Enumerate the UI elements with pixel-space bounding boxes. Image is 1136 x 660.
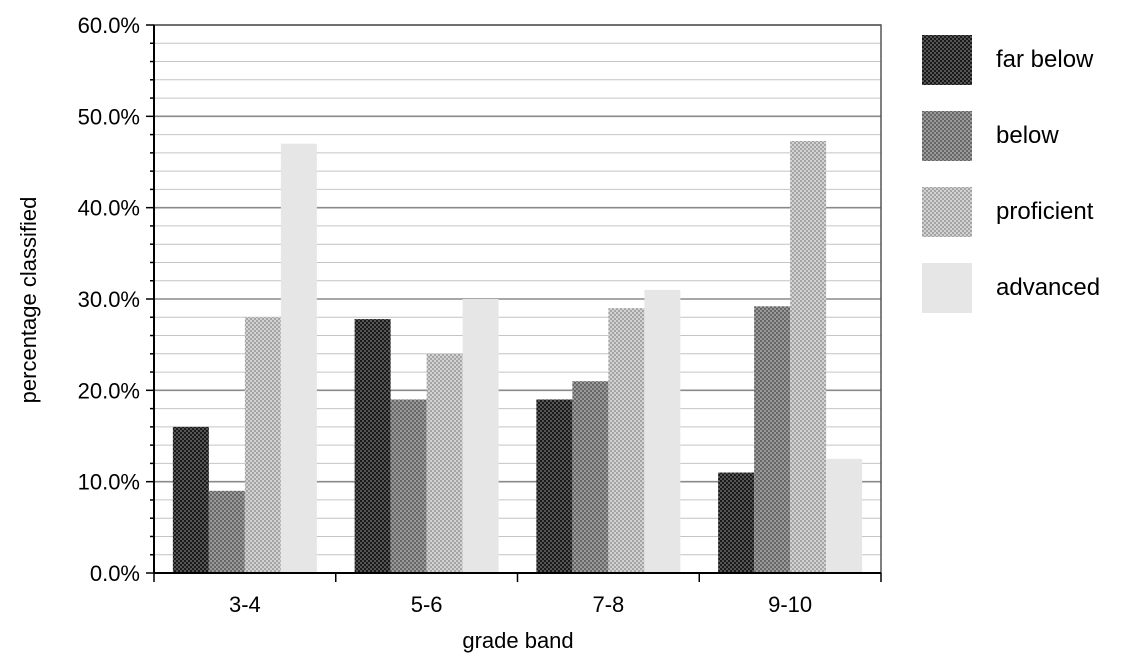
bar-proficient-9-10 <box>790 140 827 573</box>
x-tick-label: 7-8 <box>592 592 624 617</box>
y-axis-title: percentage classified <box>16 197 41 404</box>
bar-proficient-5-6 <box>426 353 463 573</box>
x-tick-label: 5-6 <box>411 592 443 617</box>
y-tick-label: 50.0% <box>78 104 140 129</box>
legend-swatch-below <box>922 111 972 161</box>
legend-label-advanced: advanced <box>996 274 1100 301</box>
legend-swatch-advanced <box>922 263 972 313</box>
bar-far-below-3-4 <box>172 426 209 573</box>
bar-advanced-3-4 <box>280 143 317 573</box>
bar-below-9-10 <box>754 306 791 573</box>
bar-below-5-6 <box>390 399 427 573</box>
y-tick-label: 0.0% <box>90 561 140 586</box>
bar-advanced-9-10 <box>826 458 863 573</box>
legend: far below below proficient advanced <box>922 35 1100 313</box>
y-tick-label: 40.0% <box>78 196 140 221</box>
bar-far-below-5-6 <box>354 319 391 573</box>
bar-below-3-4 <box>208 490 245 573</box>
bar-proficient-7-8 <box>608 308 645 573</box>
y-tick-label: 60.0% <box>78 13 140 38</box>
legend-swatch-proficient <box>922 187 972 237</box>
legend-label-far-below: far below <box>996 46 1094 73</box>
bar-proficient-3-4 <box>244 317 281 573</box>
y-tick-label: 30.0% <box>78 287 140 312</box>
legend-swatch-far-below <box>922 35 972 85</box>
legend-label-below: below <box>996 122 1059 149</box>
bar-advanced-7-8 <box>644 289 681 573</box>
bar-below-7-8 <box>572 381 609 573</box>
bar-advanced-5-6 <box>462 299 499 573</box>
bar-far-below-9-10 <box>718 472 755 573</box>
y-axis-ticks: 0.0% 10.0% 20.0% 30.0% 40.0% 50.0% 60.0% <box>78 13 154 586</box>
x-axis-ticks: 3-4 5-6 7-8 9-10 <box>153 573 882 617</box>
x-axis-title: grade band <box>462 628 573 653</box>
x-tick-label: 9-10 <box>768 592 812 617</box>
legend-label-proficient: proficient <box>996 198 1094 225</box>
x-tick-label: 3-4 <box>229 592 261 617</box>
y-tick-label: 10.0% <box>78 470 140 495</box>
bar-far-below-7-8 <box>536 399 573 573</box>
bars <box>172 140 863 573</box>
y-tick-label: 20.0% <box>78 378 140 403</box>
